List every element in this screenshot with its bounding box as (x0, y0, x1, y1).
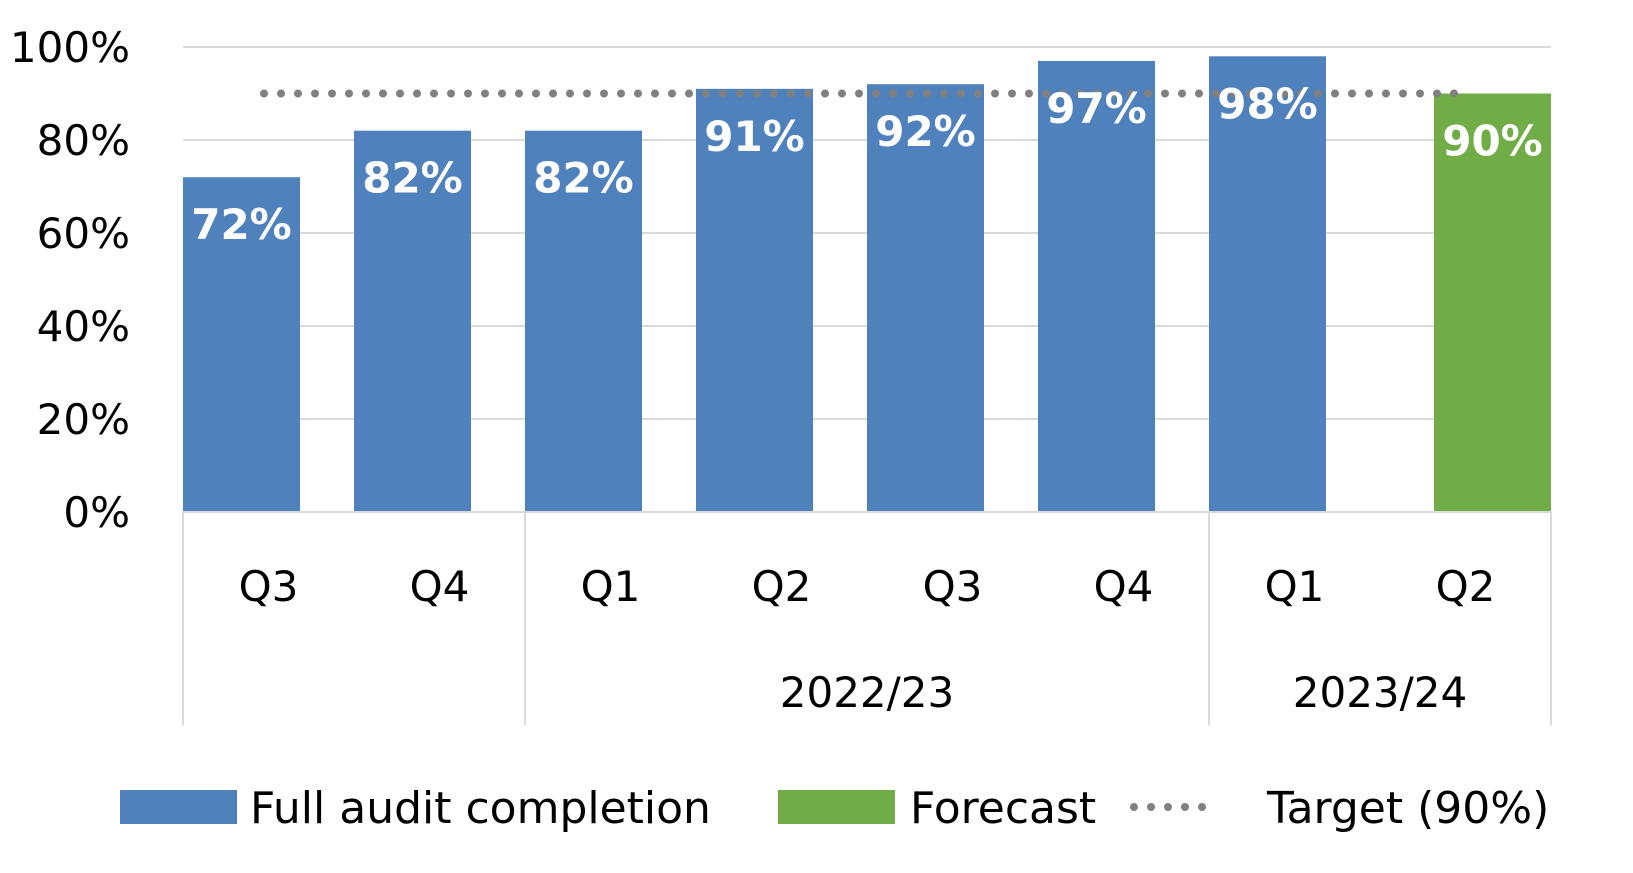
y-tick-label: 0% (63, 488, 130, 537)
y-axis-tick-labels: 0% 20% 40% 60% 80% 100% (10, 23, 130, 537)
y-tick-label: 80% (37, 116, 130, 165)
bar (354, 130, 471, 512)
legend-label-target: Target (90%) (1266, 783, 1549, 834)
bar (1209, 56, 1326, 513)
data-label: 98% (1217, 79, 1318, 128)
data-label: 82% (533, 154, 634, 203)
x-group-label: 2023/24 (1293, 668, 1467, 717)
bar (1038, 60, 1155, 512)
y-tick-label: 60% (37, 209, 130, 258)
x-group-label: 2022/23 (780, 668, 954, 717)
bar (183, 177, 300, 512)
data-label: 91% (704, 112, 805, 161)
data-label: 97% (1046, 84, 1147, 133)
legend-label-forecast: Forecast (910, 783, 1096, 834)
data-labels: 72% 82% 82% 91% 92% 97% 98% 90% (191, 79, 1543, 249)
x-tick-label: Q3 (923, 562, 983, 611)
y-tick-label: 40% (37, 302, 130, 351)
data-label: 92% (875, 107, 976, 156)
legend: Full audit completion Forecast Target (90%… (120, 783, 1549, 834)
x-tick-label: Q4 (1094, 562, 1154, 611)
x-tick-label: Q1 (581, 562, 641, 611)
x-axis: Q3 Q4 Q1 Q2 Q3 Q4 Q1 Q2 2022/23 2023/24 (182, 511, 1552, 725)
data-label: 90% (1442, 117, 1543, 166)
legend-swatch-full-audit (120, 790, 237, 824)
bars (183, 56, 1551, 513)
legend-label-full-audit: Full audit completion (250, 783, 711, 834)
data-label: 82% (362, 154, 463, 203)
x-tick-label: Q1 (1265, 562, 1325, 611)
bar (867, 84, 984, 512)
bar (525, 130, 642, 512)
data-label: 72% (191, 200, 292, 249)
y-tick-label: 100% (10, 23, 130, 72)
x-tick-label: Q2 (1436, 562, 1496, 611)
bar (1434, 93, 1551, 512)
x-tick-label: Q3 (239, 562, 299, 611)
x-tick-label: Q4 (410, 562, 470, 611)
y-tick-label: 20% (37, 395, 130, 444)
x-tick-label: Q2 (752, 562, 812, 611)
bar (696, 88, 813, 512)
legend-swatch-forecast (778, 790, 895, 824)
